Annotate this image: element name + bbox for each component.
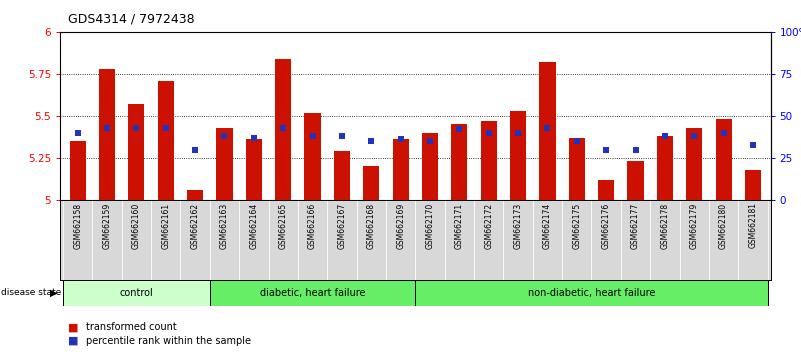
Bar — [246, 139, 262, 200]
Text: ■: ■ — [68, 336, 78, 346]
Bar — [328, 200, 356, 280]
Text: control: control — [119, 288, 153, 298]
Bar — [392, 139, 409, 200]
Text: GSM662162: GSM662162 — [191, 202, 199, 249]
Bar — [275, 59, 292, 200]
Bar — [422, 133, 438, 200]
Bar — [598, 180, 614, 200]
Bar — [686, 128, 702, 200]
Bar — [745, 170, 761, 200]
Bar — [304, 113, 320, 200]
Bar — [650, 200, 679, 280]
Bar — [356, 200, 386, 280]
Bar — [481, 121, 497, 200]
Text: GSM662179: GSM662179 — [690, 202, 698, 249]
Text: GSM662176: GSM662176 — [602, 202, 610, 249]
Text: GSM662174: GSM662174 — [543, 202, 552, 249]
Bar — [562, 200, 591, 280]
Text: percentile rank within the sample: percentile rank within the sample — [86, 336, 251, 346]
Bar — [99, 69, 115, 200]
Text: GSM662168: GSM662168 — [367, 202, 376, 249]
Text: GSM662169: GSM662169 — [396, 202, 405, 249]
Text: GSM662160: GSM662160 — [132, 202, 141, 249]
Bar — [503, 200, 533, 280]
Bar — [415, 200, 445, 280]
Text: GSM662170: GSM662170 — [425, 202, 434, 249]
Text: GSM662165: GSM662165 — [279, 202, 288, 249]
Bar — [210, 280, 415, 306]
Text: disease state: disease state — [1, 289, 61, 297]
Bar — [70, 141, 86, 200]
Bar — [334, 151, 350, 200]
Bar — [445, 200, 474, 280]
Bar — [621, 200, 650, 280]
Bar — [386, 200, 415, 280]
Bar — [627, 161, 643, 200]
Bar — [180, 200, 210, 280]
Bar — [239, 200, 268, 280]
Text: GSM662163: GSM662163 — [220, 202, 229, 249]
Bar — [415, 280, 767, 306]
Text: GSM662171: GSM662171 — [455, 202, 464, 249]
Bar — [539, 62, 556, 200]
Bar — [474, 200, 503, 280]
Bar — [63, 280, 210, 306]
Text: GSM662159: GSM662159 — [103, 202, 111, 249]
Bar — [451, 124, 468, 200]
Bar — [268, 200, 298, 280]
Bar — [591, 200, 621, 280]
Text: non-diabetic, heart failure: non-diabetic, heart failure — [528, 288, 655, 298]
Bar — [210, 200, 239, 280]
Text: GSM662181: GSM662181 — [748, 202, 758, 249]
Bar — [92, 200, 122, 280]
Text: GSM662166: GSM662166 — [308, 202, 317, 249]
Text: GSM662178: GSM662178 — [660, 202, 670, 249]
Text: GSM662167: GSM662167 — [337, 202, 346, 249]
Text: transformed count: transformed count — [86, 322, 176, 332]
Text: diabetic, heart failure: diabetic, heart failure — [260, 288, 365, 298]
Bar — [709, 200, 739, 280]
Bar — [151, 200, 180, 280]
Text: ■: ■ — [68, 322, 78, 332]
Bar — [657, 136, 673, 200]
Text: GSM662164: GSM662164 — [249, 202, 259, 249]
Text: GSM662175: GSM662175 — [572, 202, 582, 249]
Bar — [63, 200, 92, 280]
Text: GDS4314 / 7972438: GDS4314 / 7972438 — [68, 12, 195, 25]
Bar — [122, 200, 151, 280]
Text: ▶: ▶ — [50, 288, 57, 298]
Bar — [298, 200, 328, 280]
Bar — [510, 111, 526, 200]
Text: GSM662161: GSM662161 — [161, 202, 171, 249]
Text: GSM662177: GSM662177 — [631, 202, 640, 249]
Bar — [679, 200, 709, 280]
Text: GSM662172: GSM662172 — [485, 202, 493, 249]
Bar — [128, 104, 144, 200]
Bar — [216, 128, 232, 200]
Bar — [569, 138, 585, 200]
Bar — [739, 200, 767, 280]
Text: GSM662158: GSM662158 — [73, 202, 83, 249]
Bar — [187, 190, 203, 200]
Text: GSM662180: GSM662180 — [719, 202, 728, 249]
Bar — [363, 166, 380, 200]
Text: GSM662173: GSM662173 — [513, 202, 522, 249]
Bar — [715, 119, 731, 200]
Bar — [533, 200, 562, 280]
Bar — [158, 81, 174, 200]
